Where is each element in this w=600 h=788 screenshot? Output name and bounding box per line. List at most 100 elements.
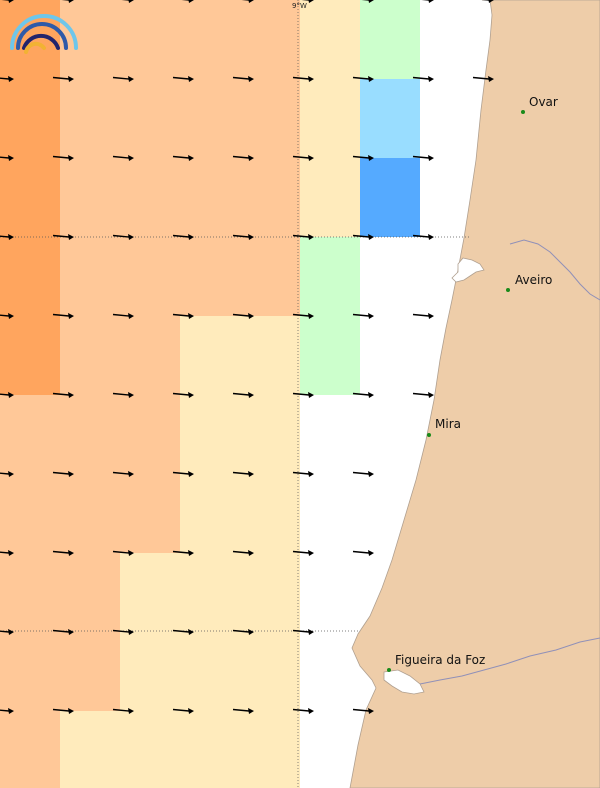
wind-arrow [352,471,374,477]
grid-cell [0,395,60,474]
place-markers: Ovar Aveiro Mira Figueira da Foz [387,95,558,672]
grid-cell [60,553,120,632]
grid-cell [0,237,60,316]
wind-arrow [232,708,254,714]
wind-arrow [292,708,314,714]
ria-de-aveiro-lagoon [451,257,485,283]
grid-cell [300,158,360,237]
place-dot [506,288,510,292]
grid-cell [60,711,120,788]
wind-arrow [172,313,194,319]
grid-cell [180,79,240,158]
wind-arrow [172,392,194,398]
grid-cell [180,237,240,316]
provider-logo [10,14,78,54]
grid-cell [240,237,300,316]
grid-cell [0,711,60,788]
wind-arrow [172,471,194,477]
grid-cell [120,316,180,395]
wind-arrow [0,629,14,635]
wind-arrow [352,76,374,82]
wind-arrow [292,550,314,556]
wind-arrow [1,0,14,3]
grid-cell [360,79,420,158]
longitude-label: 9°W [292,2,307,10]
logo-arc-outer [10,14,78,50]
wind-arrow [232,313,254,319]
wind-arrow [52,471,74,477]
grid-cell [240,395,300,474]
grid-cell [60,395,120,474]
logo-arc-inner [22,33,60,50]
place-dot [521,110,525,114]
wind-arrow [172,76,194,82]
wind-arrow [52,76,74,82]
wind-arrow [52,550,74,556]
place-dot [427,433,431,437]
grid-cell [120,0,180,79]
grid-cell [60,0,120,79]
grid-cell [120,474,180,553]
wind-arrow [412,76,434,82]
grid-cell [180,632,240,711]
grid-cell [0,632,60,711]
grid-cell [180,553,240,632]
wind-arrow [52,313,74,319]
wind-arrow [61,0,74,3]
grid-cell [120,237,180,316]
grid-cell [180,0,240,79]
wind-arrows [0,0,494,714]
wind-arrow [0,471,14,477]
wind-arrow [52,392,74,398]
logo-arc-sun [24,41,46,54]
wind-arrow [292,234,314,240]
wind-arrow [181,0,194,3]
wind-arrow [232,629,254,635]
wind-arrow [232,550,254,556]
wind-arrow [232,471,254,477]
wind-arrow [241,0,254,3]
wind-arrow [112,550,134,556]
wind-arrow [0,76,14,82]
wind-arrow [292,76,314,82]
wind-arrow [352,708,374,714]
grid-cell [360,158,420,237]
wind-arrow [352,392,374,398]
wind-arrow [112,155,134,161]
wind-arrow [472,76,494,82]
grid-cell [120,553,180,632]
wind-arrow [172,155,194,161]
wind-arrow [232,155,254,161]
wind-arrow [301,0,314,3]
wind-arrow [232,76,254,82]
wind-arrow [412,155,434,161]
grid-cell [240,632,300,711]
place-ovar: Ovar [521,95,558,114]
place-mira: Mira [427,417,461,437]
grid-cell [60,158,120,237]
place-label: Aveiro [515,273,552,287]
wind-arrow [412,392,434,398]
place-dot [387,668,391,672]
wind-arrow [292,392,314,398]
wind-arrow [361,0,374,3]
grid-cell [120,395,180,474]
grid-cell [120,158,180,237]
wind-arrow [232,392,254,398]
grid-cell [360,0,420,79]
wind-arrow [172,708,194,714]
grid-cell [240,553,300,632]
grid-cell [300,237,360,316]
mondego-estuary [383,669,425,695]
place-label: Ovar [529,95,558,109]
grid-cell [120,79,180,158]
grid-cell [60,79,120,158]
grid-cell [180,316,240,395]
river-vouga [509,239,600,301]
wind-arrow [52,708,74,714]
grid-cell [180,711,240,788]
river-mondego [419,637,600,685]
grid-cell [0,474,60,553]
